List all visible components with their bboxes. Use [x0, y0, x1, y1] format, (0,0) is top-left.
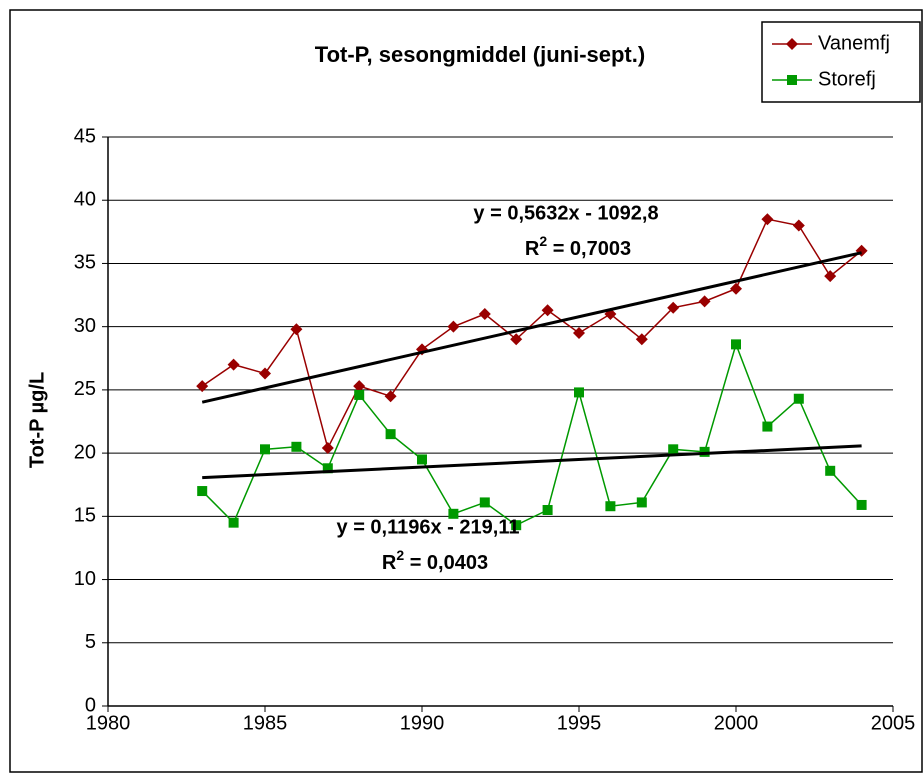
- marker: [291, 441, 302, 452]
- marker: [321, 442, 334, 455]
- y-tick-label: 35: [74, 252, 96, 274]
- chart-title: Tot-P, sesongmiddel (juni-sept.): [315, 42, 645, 67]
- r2-text: = 0,7003: [547, 238, 631, 260]
- marker: [730, 282, 742, 295]
- r2-label: R: [382, 552, 397, 574]
- y-tick-label: 10: [74, 568, 96, 590]
- marker: [605, 501, 616, 512]
- marker: [793, 393, 804, 404]
- marker: [448, 508, 459, 519]
- marker: [228, 517, 239, 528]
- r2-sup: 2: [396, 547, 404, 563]
- marker: [511, 520, 522, 531]
- marker: [825, 465, 836, 476]
- legend-label: Storefj: [818, 68, 876, 90]
- marker: [574, 387, 584, 398]
- marker: [447, 320, 460, 333]
- r2-label: R: [525, 238, 540, 260]
- marker: [478, 308, 491, 321]
- y-tick-label: 40: [74, 189, 96, 211]
- y-axis-label: Tot-P µg/L: [26, 372, 48, 468]
- y-tick-label: 25: [74, 378, 96, 400]
- marker: [384, 390, 397, 403]
- marker: [259, 367, 271, 380]
- marker: [761, 213, 774, 226]
- trend-equation: y = 0,5632x - 1092,8: [473, 202, 658, 224]
- y-tick-label: 20: [74, 441, 96, 463]
- marker: [290, 323, 303, 336]
- y-tick-label: 15: [74, 505, 96, 527]
- legend-box: [761, 21, 921, 103]
- x-tick-label: 1980: [86, 712, 131, 734]
- x-tick-label: 1995: [557, 712, 602, 734]
- trend-r2: R2 = 0,7003: [525, 233, 631, 261]
- marker: [699, 446, 710, 457]
- marker: [322, 463, 333, 474]
- trend-equation: y = 0,1196x - 219,11: [337, 516, 520, 538]
- chart-border: [9, 9, 923, 773]
- marker: [197, 486, 208, 497]
- series-line: [201, 342, 863, 527]
- marker: [196, 380, 209, 393]
- trendline: [201, 251, 862, 404]
- marker: [479, 497, 490, 508]
- marker: [354, 389, 365, 400]
- x-tick-label: 2005: [871, 712, 916, 734]
- legend-label: Vanemfj: [818, 32, 890, 54]
- marker: [824, 270, 837, 283]
- marker: [541, 304, 554, 317]
- marker: [787, 75, 797, 85]
- y-tick-label: 45: [74, 125, 96, 147]
- trendline: [202, 444, 862, 480]
- marker: [542, 505, 553, 516]
- marker: [636, 497, 647, 508]
- r2-text: = 0,0403: [404, 552, 488, 574]
- marker: [417, 454, 427, 465]
- x-tick-label: 1990: [400, 712, 445, 734]
- marker: [353, 380, 366, 393]
- r2-sup: 2: [539, 233, 547, 249]
- marker: [510, 333, 523, 346]
- marker: [260, 444, 270, 455]
- marker: [762, 421, 773, 432]
- series-line: [201, 218, 863, 451]
- marker: [786, 38, 798, 50]
- marker: [668, 444, 679, 455]
- marker: [792, 219, 805, 232]
- trend-r2: R2 = 0,0403: [382, 547, 488, 575]
- marker: [856, 499, 867, 510]
- y-tick-label: 5: [85, 631, 96, 653]
- marker: [667, 301, 680, 314]
- marker: [385, 429, 396, 440]
- y-tick-label: 30: [74, 315, 96, 337]
- marker: [698, 295, 711, 308]
- x-tick-label: 1985: [243, 712, 288, 734]
- marker: [573, 326, 585, 339]
- marker: [731, 339, 741, 350]
- x-tick-label: 2000: [714, 712, 759, 734]
- marker: [227, 358, 240, 371]
- y-tick-label: 0: [85, 694, 96, 716]
- marker: [635, 333, 648, 346]
